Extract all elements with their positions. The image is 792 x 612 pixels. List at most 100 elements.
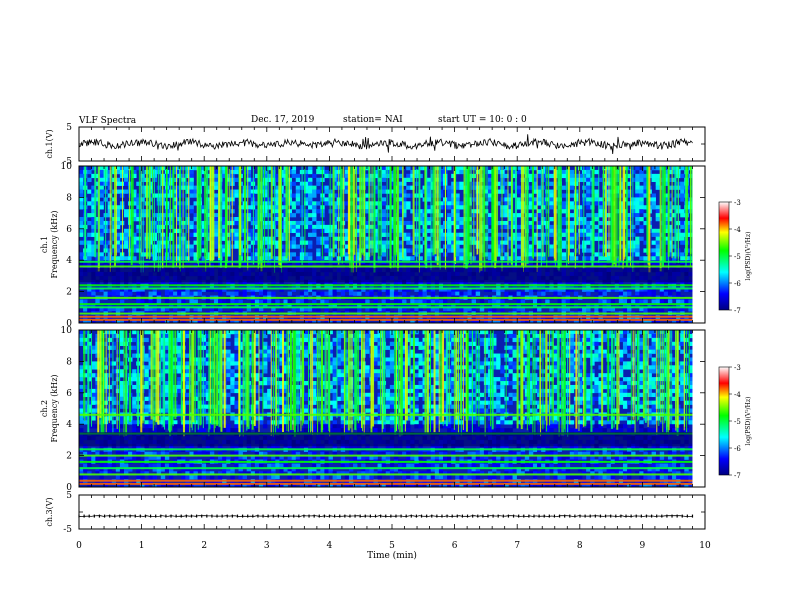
spectrogram-cell — [618, 299, 624, 304]
spectrogram-cell — [132, 451, 137, 456]
spectrogram-cell — [324, 299, 329, 304]
spectrogram-cell — [680, 220, 685, 226]
spectrogram-cell — [569, 256, 575, 261]
spectrogram-cell — [132, 353, 137, 358]
spectrogram-cell — [115, 319, 121, 324]
spectrogram-cell — [426, 209, 432, 214]
spectrogram-cell — [528, 252, 534, 257]
spectrogram-cell — [344, 189, 350, 194]
spectrogram-cell — [622, 319, 628, 324]
sferic-streak — [113, 166, 116, 267]
spectrogram-cell — [667, 240, 673, 245]
spectrogram-cell — [557, 287, 562, 292]
spectrogram-cell — [663, 252, 669, 257]
sferic-streak — [380, 166, 382, 256]
spectrogram-cell — [385, 220, 391, 226]
spectrogram-cell — [549, 228, 554, 234]
spectrogram-cell — [303, 256, 309, 261]
spectrogram-cell — [606, 287, 611, 292]
spectrogram-cell — [672, 252, 677, 257]
spectrogram-cell — [213, 213, 219, 218]
spectrogram-cell — [451, 173, 456, 179]
spectrogram-cell — [357, 217, 362, 222]
spectrogram-cell — [627, 307, 632, 312]
spectrogram-cell — [328, 248, 333, 253]
spectrogram-cell — [504, 256, 509, 261]
spectrogram-cell — [115, 220, 121, 226]
spectrogram-cell — [115, 369, 121, 374]
spectrogram-cell — [451, 287, 456, 292]
spectrogram-cell — [185, 220, 190, 226]
spectrogram-cell — [549, 173, 554, 179]
spectrogram-cell — [271, 256, 276, 261]
spectrogram-cell — [123, 287, 129, 292]
spectrogram-cell — [516, 307, 522, 312]
spectrogram-cell — [639, 228, 644, 234]
spectrogram-cell — [226, 248, 231, 253]
ch1-waveform-panel: 5-5ch.1(V) — [45, 123, 706, 167]
spectrogram-cell — [508, 205, 513, 210]
spectrogram-cell — [475, 319, 481, 324]
spectrogram-cell — [643, 205, 648, 210]
spectrogram-cell — [586, 166, 591, 171]
spectrogram-cell — [115, 388, 121, 394]
spectrogram-cell — [111, 396, 117, 401]
spectrogram-cell — [271, 169, 276, 175]
spectrogram-cell — [586, 181, 591, 186]
spectrogram-cell — [234, 236, 239, 241]
spectrogram-cell — [291, 213, 297, 218]
spectrogram-cell — [459, 217, 464, 222]
spectrogram-cell — [631, 303, 636, 308]
spectrogram-cell — [79, 220, 84, 226]
spectrogram-cell — [87, 388, 92, 394]
spectrogram-cell — [561, 193, 566, 198]
spectrogram-cell — [91, 244, 96, 249]
y-axis-label: ch.1(V) — [45, 129, 54, 158]
spectrogram-cell — [504, 220, 509, 226]
spectrogram-cell — [451, 197, 456, 202]
spectrogram-cell — [87, 333, 92, 339]
spectrogram-cell — [332, 319, 337, 324]
spectrogram-cell — [553, 287, 558, 292]
spectrogram-cell — [598, 220, 603, 226]
spectrogram-cell — [467, 287, 472, 292]
spectrogram-cell — [246, 303, 252, 308]
spectrogram-cell — [455, 169, 460, 175]
spectrogram-cell — [398, 244, 403, 249]
spectrogram-cell — [516, 197, 522, 202]
spectrogram-cell — [332, 240, 337, 245]
spectrogram-cell — [140, 404, 145, 409]
spectrogram-cell — [156, 307, 162, 312]
spectrogram-cell — [344, 173, 350, 179]
spectrogram-cell — [516, 224, 522, 230]
spectrogram-cell — [136, 248, 141, 253]
spectrogram-cell — [627, 299, 632, 304]
spectrogram-cell — [357, 256, 362, 261]
spectrogram-cell — [483, 189, 489, 194]
spectrogram-cell — [271, 205, 276, 210]
spectrogram-cell — [328, 193, 333, 198]
spectrogram-cell — [132, 307, 137, 312]
spectrogram-cell — [168, 181, 174, 186]
spectrogram-cell — [185, 189, 190, 194]
spectrogram-cell — [119, 333, 125, 339]
spectrogram-cell — [643, 173, 648, 179]
spectrogram-cell — [87, 408, 92, 413]
spectrogram-cell — [508, 209, 513, 214]
spectrogram-cell — [115, 291, 121, 296]
spectrogram-cell — [111, 177, 117, 182]
spectrogram-cell — [627, 189, 632, 194]
spectrogram-cell — [545, 177, 550, 182]
sferic-streak — [149, 166, 151, 259]
spectrogram-cell — [353, 291, 358, 296]
spectrogram-cell — [115, 424, 121, 429]
spectrogram-cell — [279, 307, 284, 312]
spectrogram-cell — [410, 307, 415, 312]
spectrogram-cell — [111, 236, 117, 241]
spectrogram-cell — [471, 299, 477, 304]
spectrogram-cell — [140, 291, 145, 296]
sferic-streak — [111, 166, 113, 255]
spectrogram-cell — [201, 303, 207, 308]
sferic-streak — [546, 166, 548, 268]
spectrogram-cell — [168, 291, 174, 296]
